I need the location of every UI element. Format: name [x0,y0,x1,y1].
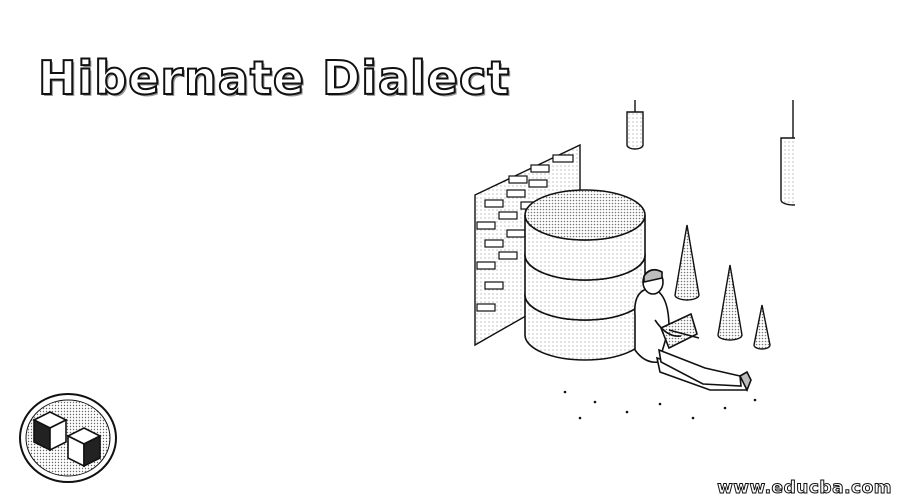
tree-icon [674,224,771,350]
website-url: www.educba.com [717,478,892,499]
lamp-icon [626,100,795,206]
database-icon [524,189,646,361]
page-title: Hibernate Dialect [37,50,511,106]
ground-dots [563,390,757,420]
person-with-laptop-icon [634,268,752,392]
educba-logo-icon [19,393,117,483]
database-illustration [474,100,795,420]
